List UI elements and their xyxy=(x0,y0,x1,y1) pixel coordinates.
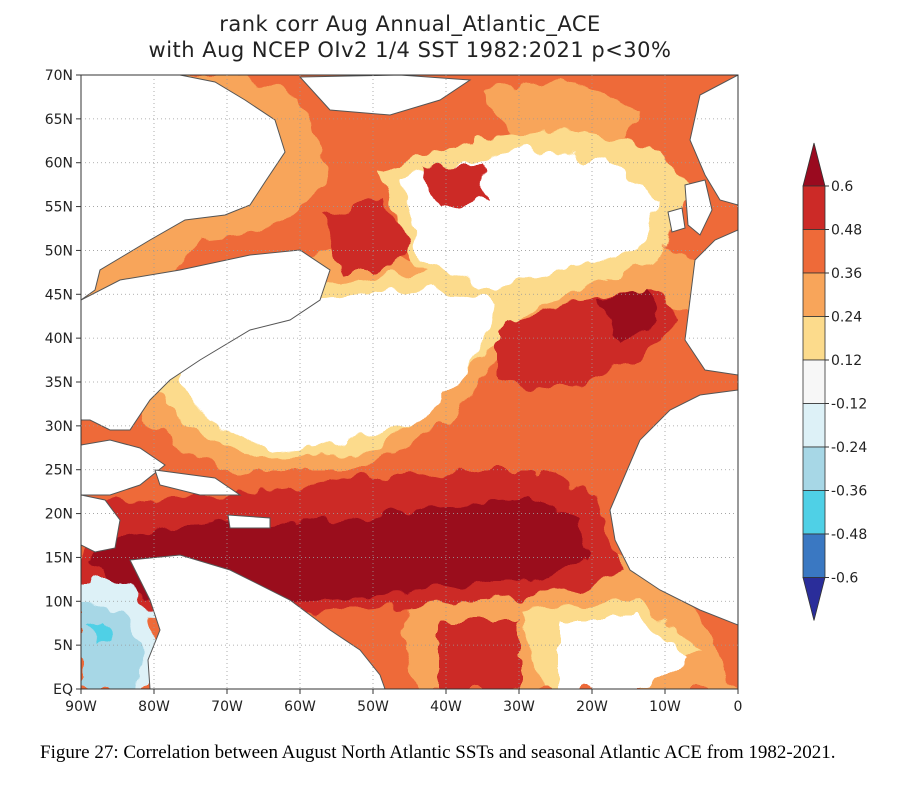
colorbar-segment xyxy=(802,446,826,491)
field-region xyxy=(440,620,520,689)
field-region xyxy=(480,80,640,150)
colorbar-label: 0.48 xyxy=(831,223,862,239)
lon-tick-label: 50W xyxy=(357,699,389,715)
colorbar-label: 0.12 xyxy=(831,353,862,369)
lon-tick-label: 90W xyxy=(65,699,97,715)
colorbar-top-arrow xyxy=(802,142,826,187)
colorbar-label: -0.48 xyxy=(831,527,867,543)
land-gulf-coast xyxy=(81,439,166,496)
colorbar-segment xyxy=(802,533,826,578)
colorbar-segment xyxy=(802,403,826,448)
lon-tick-label: 70W xyxy=(211,699,243,715)
lon-tick-label: 10W xyxy=(649,699,681,715)
colorbar-segment xyxy=(802,185,826,230)
colorbar-bottom-arrow xyxy=(802,577,826,621)
lat-tick-label: 65N xyxy=(45,112,73,128)
colorbar-segment xyxy=(802,272,826,317)
lat-tick-label: 5N xyxy=(54,638,73,654)
figure-caption: Figure 27: Correlation between August No… xyxy=(40,742,836,763)
land-north-america-north xyxy=(81,75,286,301)
lat-tick-label: 10N xyxy=(45,594,73,610)
land-south-america xyxy=(129,554,386,689)
colorbar: 0.6 0.48 0.36 0.24 0.12 -0.12 -0.24 -0.36 -0.48 -… xyxy=(802,142,867,621)
land-greenland xyxy=(298,75,472,116)
lat-tick-label: 55N xyxy=(45,200,73,216)
land-africa xyxy=(609,389,738,626)
lon-tick-label: 40W xyxy=(430,699,462,715)
lat-tick-label: 40N xyxy=(45,331,73,347)
map-title-line2: with Aug NCEP OIv2 1/4 SST 1982:2021 p<3… xyxy=(148,38,672,62)
lon-tick-label: 20W xyxy=(576,699,608,715)
land-layer xyxy=(81,75,738,689)
lat-tick-label: 15N xyxy=(45,550,73,566)
field-region xyxy=(420,165,490,210)
field-region xyxy=(600,290,660,345)
lat-tick-label: 35N xyxy=(45,375,73,391)
field-region xyxy=(560,620,690,689)
lat-tick-label: 20N xyxy=(45,507,73,523)
land-hispaniola xyxy=(227,514,271,529)
lon-tick-label: 80W xyxy=(138,699,170,715)
colorbar-segment xyxy=(802,359,826,404)
colorbar-label: -0.6 xyxy=(831,571,858,587)
land-ireland xyxy=(667,207,686,233)
land-scandinavia xyxy=(689,75,738,206)
colorbar-segment xyxy=(802,316,826,361)
lon-tick-label: 30W xyxy=(503,699,535,715)
correlation-map: 90W 80W 70W 60W 50W 40W 30W 20W 10W 0 70N 65N 60N 55N… xyxy=(45,68,868,715)
land-cuba xyxy=(154,469,242,496)
gridlines xyxy=(81,75,738,689)
field-region xyxy=(86,620,112,645)
map-title-line1: rank corr Aug Annual_Atlantic_ACE xyxy=(219,12,601,36)
field-region xyxy=(81,600,140,689)
axis-ticks: 90W 80W 70W 60W 50W 40W 30W 20W 10W 0 70N 65N 60N 55N… xyxy=(45,68,743,715)
land-uk xyxy=(684,179,713,236)
colorbar-segment xyxy=(802,490,826,535)
colorbar-segment xyxy=(802,229,826,274)
colorbar-label: -0.36 xyxy=(831,484,867,500)
lat-tick-label: EQ xyxy=(53,682,73,698)
lon-tick-label: 0 xyxy=(734,699,743,715)
field-region xyxy=(180,290,500,450)
lat-tick-label: 70N xyxy=(45,68,73,84)
colorbar-label: 0.6 xyxy=(831,179,853,195)
colorbar-label: 0.36 xyxy=(831,266,862,282)
land-europe xyxy=(684,229,738,376)
colorbar-label: -0.12 xyxy=(831,397,867,413)
lat-tick-label: 45N xyxy=(45,287,73,303)
land-central-america xyxy=(81,494,121,553)
lat-tick-label: 25N xyxy=(45,463,73,479)
lon-tick-label: 60W xyxy=(284,699,316,715)
field-region xyxy=(320,200,410,270)
lat-tick-label: 50N xyxy=(45,243,73,259)
colorbar-label: 0.24 xyxy=(831,310,862,326)
field-layer xyxy=(81,75,738,689)
lat-tick-label: 60N xyxy=(45,156,73,172)
colorbar-label: -0.24 xyxy=(831,440,867,456)
lat-tick-label: 30N xyxy=(45,419,73,435)
